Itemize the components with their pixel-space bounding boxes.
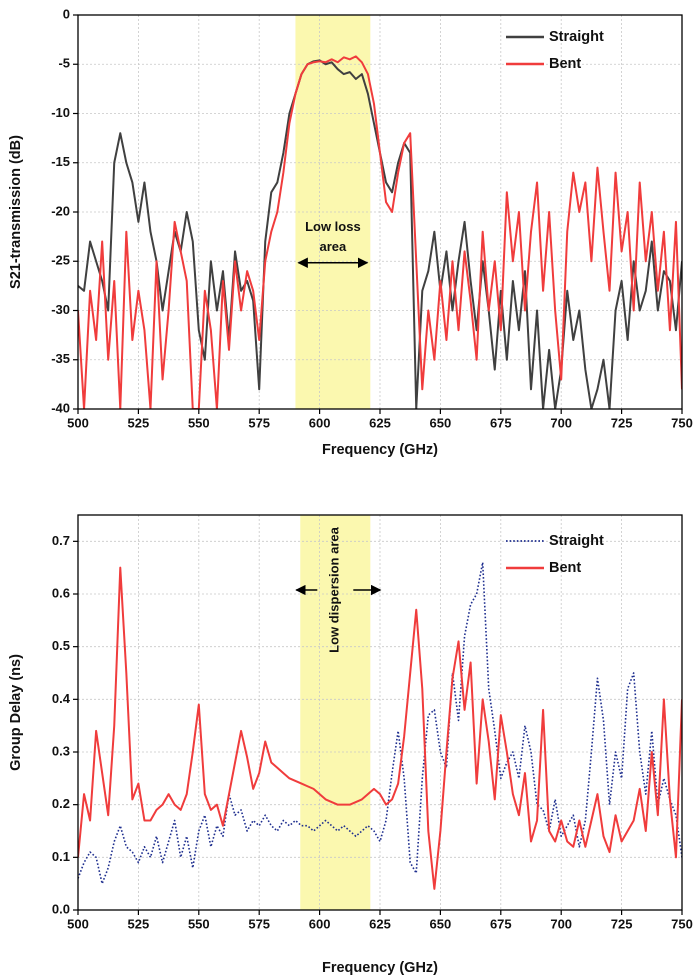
x-tick-label: 675 xyxy=(490,916,512,931)
x-tick-label: 750 xyxy=(671,415,693,430)
plot-frame xyxy=(77,514,683,911)
y-axis-label: Group Delay (ns) xyxy=(8,654,24,771)
y-tick-label: -40 xyxy=(51,400,70,415)
y-tick-label: -10 xyxy=(51,105,70,120)
x-tick-label: 550 xyxy=(188,916,210,931)
annotation: Low dispersion area xyxy=(327,526,342,652)
chart: 0.0 0.1 0.2 0.3 0.4 0.5 0.6 0.7 500 525 550 575 600 6… xyxy=(8,514,693,976)
plot-frame xyxy=(77,14,683,410)
y-tick-label: -35 xyxy=(51,351,70,366)
y-tick-label: 0.7 xyxy=(52,533,70,548)
highlight-band xyxy=(300,515,371,910)
x-tick-label: 725 xyxy=(611,916,633,931)
x-tick-label: 725 xyxy=(611,415,633,430)
annotation: area xyxy=(320,239,348,254)
y-axis-label: S21-transmission (dB) xyxy=(8,135,24,289)
x-tick-label: 500 xyxy=(67,916,89,931)
x-tick-label: 500 xyxy=(67,415,89,430)
series-line xyxy=(78,561,682,885)
y-tick-label: -30 xyxy=(51,302,70,317)
y-tick-label: 0.4 xyxy=(52,691,71,706)
y-tick-label: 0.1 xyxy=(52,849,70,864)
series-line xyxy=(78,55,682,409)
x-tick-label: 525 xyxy=(128,415,150,430)
y-tick-label: -15 xyxy=(51,154,70,169)
x-tick-label: 650 xyxy=(430,916,452,931)
x-tick-label: 675 xyxy=(490,415,512,430)
y-tick-label: -20 xyxy=(51,203,70,218)
legend-label: Straight xyxy=(549,533,604,549)
x-tick-label: 600 xyxy=(309,415,331,430)
y-tick-label: 0.5 xyxy=(52,638,70,653)
x-tick-label: 625 xyxy=(369,916,391,931)
annotation: Low loss xyxy=(305,219,361,234)
y-tick-label: -25 xyxy=(51,253,70,268)
x-axis-label: Frequency (GHz) xyxy=(322,442,438,458)
legend-label: Bent xyxy=(549,56,581,72)
legend-label: Straight xyxy=(549,29,604,45)
y-tick-label: 0 xyxy=(63,6,70,21)
x-tick-label: 575 xyxy=(248,916,270,931)
legend-label: Bent xyxy=(549,560,581,576)
x-tick-label: 700 xyxy=(550,415,572,430)
x-tick-label: 650 xyxy=(430,415,452,430)
x-tick-label: 600 xyxy=(309,916,331,931)
x-tick-label: 550 xyxy=(188,415,210,430)
series-line xyxy=(78,566,682,890)
x-tick-label: 575 xyxy=(248,415,270,430)
x-tick-label: 750 xyxy=(671,916,693,931)
x-tick-label: 700 xyxy=(550,916,572,931)
y-tick-label: 0.0 xyxy=(52,901,70,916)
y-tick-label: -5 xyxy=(58,56,70,71)
y-tick-label: 0.2 xyxy=(52,796,70,811)
x-tick-label: 525 xyxy=(128,916,150,931)
y-tick-label: 0.3 xyxy=(52,743,70,758)
x-tick-label: 625 xyxy=(369,415,391,430)
y-tick-label: 0.6 xyxy=(52,585,70,600)
x-axis-label: Frequency (GHz) xyxy=(322,960,438,976)
